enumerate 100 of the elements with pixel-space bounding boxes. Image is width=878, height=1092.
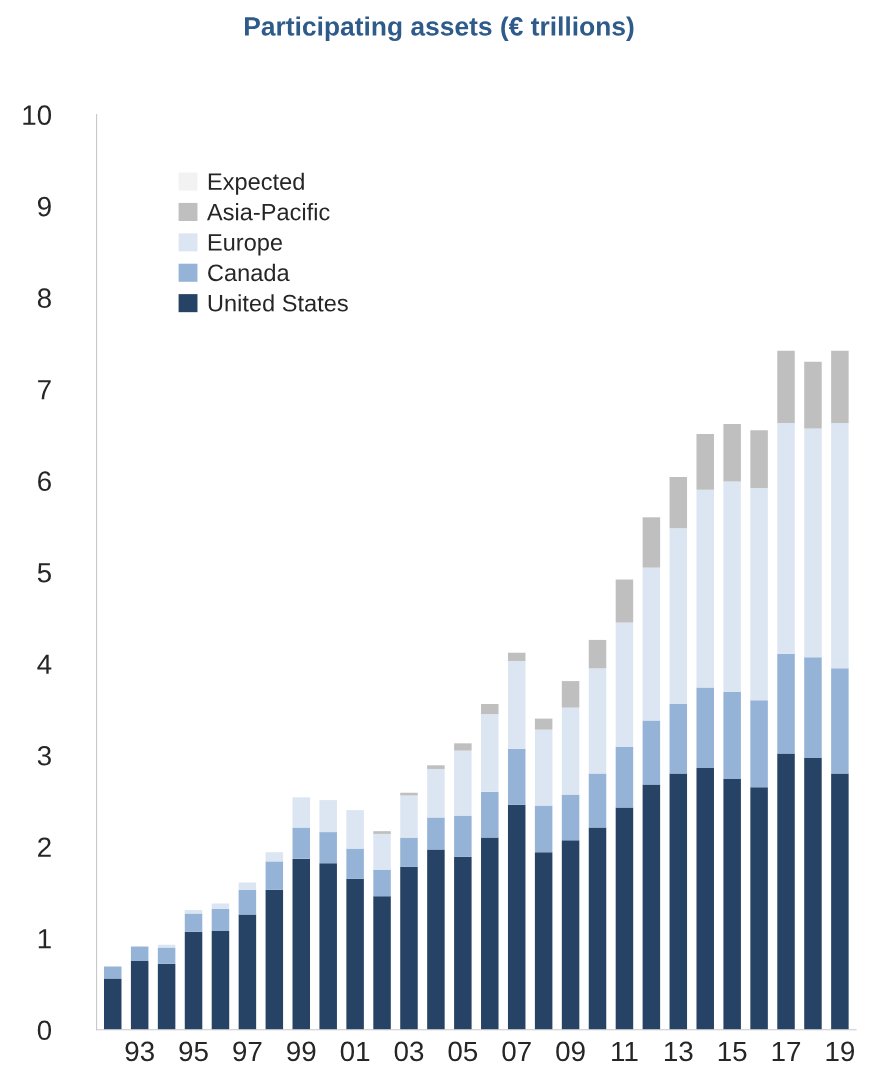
bar [454,856,472,1030]
bar [346,810,364,849]
bar [534,805,553,853]
bar [642,567,661,721]
bar [373,831,391,834]
bar [319,832,337,864]
bar [292,797,311,828]
y-tick-label: 4 [37,654,52,674]
bar [211,903,230,909]
bar [238,889,257,915]
bar [346,848,364,879]
bar [534,852,553,1030]
bar [157,947,176,964]
bar [373,869,391,897]
legend-label: United States [208,294,348,312]
bar [265,861,284,890]
bar [615,807,634,1030]
y-tick-label: 3 [37,745,51,766]
bar [750,430,768,489]
bar [103,978,122,1030]
bar [777,350,795,424]
y-tick-label: 1 [38,929,51,949]
bar [400,866,418,1030]
bar [481,703,499,715]
bar [481,791,499,838]
bar [804,657,822,758]
legend-label: Europe [208,234,283,256]
bar [534,718,553,730]
legend-label: Expected [208,172,304,195]
bar [507,652,526,661]
bar [292,858,311,1030]
bar [184,931,203,1030]
bar [615,622,634,747]
bar [804,361,822,429]
y-tick-label: 2 [38,837,51,857]
bar [157,963,176,1030]
bar [346,878,364,1030]
bar [696,489,714,688]
bar [238,882,257,890]
bar [130,961,149,1030]
bar [130,946,149,962]
bar [427,817,445,850]
bar [588,827,607,1030]
bar [400,837,418,867]
x-tick-label: 97 [233,1041,262,1062]
bar [211,908,230,931]
bar [669,528,688,704]
bar [642,720,661,785]
bar [561,707,580,795]
bar [292,827,311,859]
bar [454,750,472,816]
y-tick-label: 0 [37,1020,52,1041]
bar [427,849,445,1030]
bar [669,703,688,774]
bar [750,488,768,701]
bar [238,914,257,1030]
bar [481,714,499,792]
bar [454,815,472,857]
bar [723,481,741,693]
bar [723,692,741,780]
bar [319,800,337,833]
bar [804,757,822,1030]
bar [777,423,795,654]
legend-label: Canada [208,263,290,282]
bar [265,889,284,1030]
bar [507,804,526,1030]
x-tick-label: 05 [448,1041,478,1062]
bar [454,743,472,751]
bar [723,779,741,1030]
y-tick-label: 5 [37,563,51,583]
bar [831,773,849,1030]
bar [400,795,418,838]
x-tick-label: 01 [340,1041,370,1062]
y-tick-label: 6 [38,471,51,492]
bar [723,423,741,482]
bar [481,837,499,1030]
bar [373,833,391,870]
bar [804,428,822,658]
bar [615,579,634,623]
y-tick-label: 10 [23,105,52,125]
bar [561,840,580,1030]
bar [750,787,768,1030]
bar [427,765,445,769]
x-tick-label: 93 [125,1041,154,1062]
bar [588,773,607,828]
x-tick-label: 95 [179,1041,208,1062]
bar [588,639,607,669]
bar [184,909,203,914]
y-tick-label: 7 [38,380,51,400]
bar [561,681,580,708]
bar [831,668,849,774]
bar [561,794,580,841]
bar [507,748,526,805]
x-tick-label: 09 [556,1041,585,1062]
bar [831,423,849,669]
bar [615,746,634,808]
x-tick-label: 07 [502,1041,531,1062]
bar [696,687,714,769]
bar [696,434,714,490]
bar [831,350,849,424]
